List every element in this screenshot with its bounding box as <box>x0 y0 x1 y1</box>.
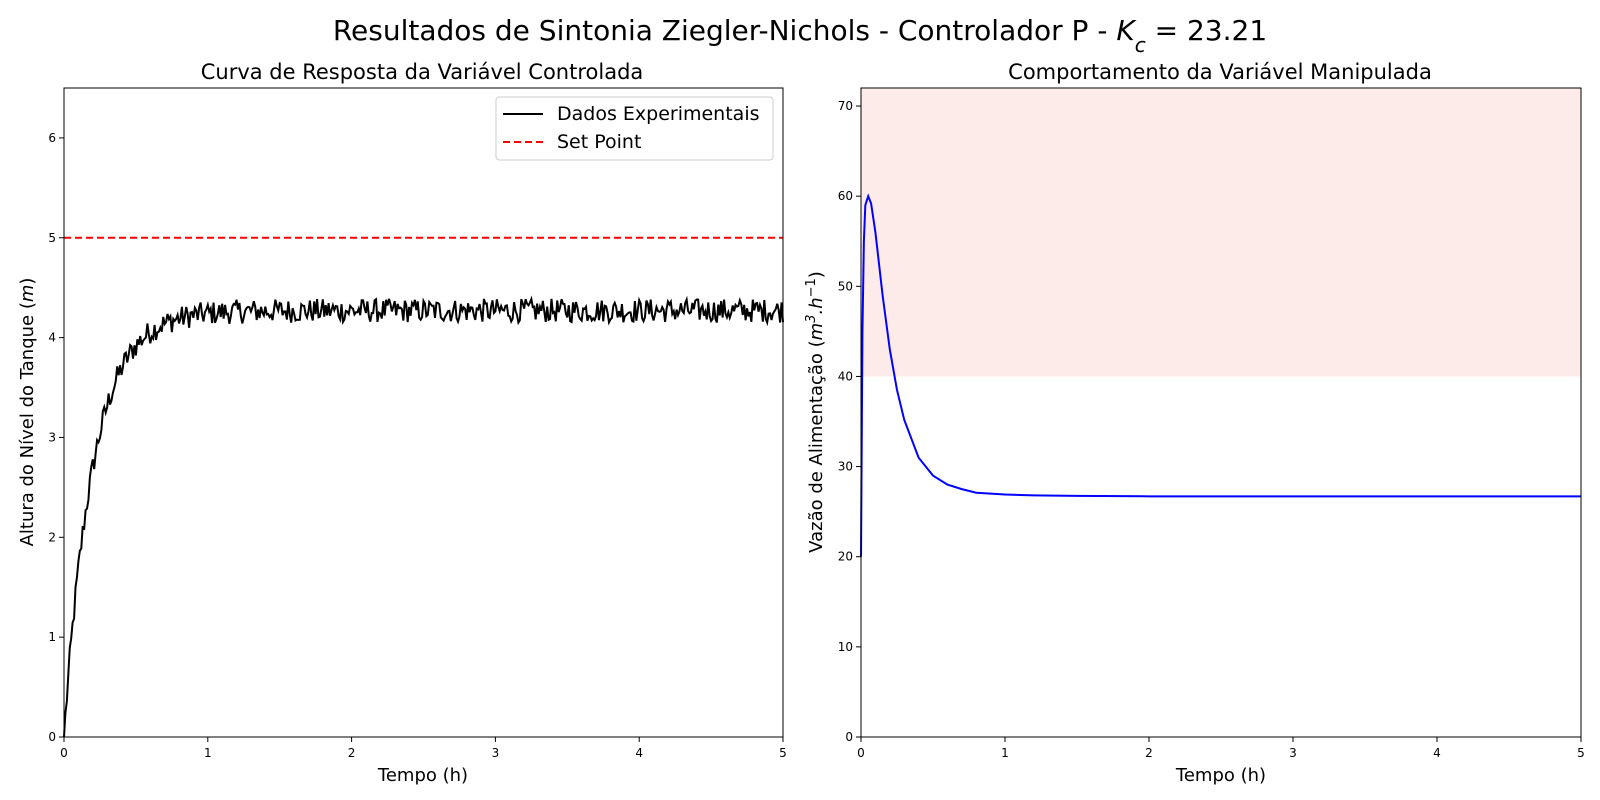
x-tick-label: 2 <box>1145 746 1153 760</box>
y-tick-label: 50 <box>838 279 853 293</box>
y-tick-label: 2 <box>48 530 56 544</box>
x-tick-label: 2 <box>348 746 356 760</box>
x-tick-label: 1 <box>204 746 212 760</box>
x-tick-label: 5 <box>779 746 787 760</box>
y-tick-label: 0 <box>48 730 56 744</box>
x-tick-label: 0 <box>857 746 865 760</box>
x-tick-label: 3 <box>492 746 500 760</box>
y-tick-label: 6 <box>48 131 56 145</box>
chart-title-right: Comportamento da Variável Manipulada <box>1008 60 1432 84</box>
y-tick-label: 70 <box>838 99 853 113</box>
y-tick-label: 5 <box>48 231 56 245</box>
legend-label-setpoint: Set Point <box>557 131 641 153</box>
x-tick-label: 3 <box>1289 746 1297 760</box>
y-tick-label: 10 <box>838 640 853 654</box>
legend-box <box>495 96 774 161</box>
y-tick-label: 0 <box>845 730 853 744</box>
x-tick-label: 4 <box>635 746 643 760</box>
x-tick-label: 4 <box>1433 746 1441 760</box>
x-tick-label: 0 <box>60 746 68 760</box>
y-tick-label: 20 <box>838 550 853 564</box>
x-tick-label: 1 <box>1001 746 1009 760</box>
legend: Dados Experimentais Set Point <box>495 96 774 161</box>
series-line-dados-experimentais <box>63 295 784 738</box>
y-tick-label: 40 <box>838 369 853 383</box>
plot-frame-right <box>860 87 1582 738</box>
figure-title: Resultados de Sintonia Ziegler-Nichols -… <box>333 14 1267 57</box>
x-axis-label-left: Tempo (h) <box>377 765 468 786</box>
shaded-region <box>861 88 1581 377</box>
y-tick-label: 3 <box>48 430 56 444</box>
y-tick-label: 4 <box>48 331 56 345</box>
chart-title-left: Curva de Resposta da Variável Controlada <box>201 60 644 84</box>
controlled-variable-chart: Curva de Resposta da Variável Controlada… <box>17 60 787 786</box>
y-tick-label: 30 <box>838 460 853 474</box>
manipulated-variable-chart: Comportamento da Variável Manipulada 0 1 2… <box>804 60 1585 786</box>
y-axis-label-right: Vazão de Alimentação (m3.h−1) <box>804 271 828 553</box>
plot-frame-left <box>63 87 784 738</box>
series-line-0 <box>860 193 1581 557</box>
y-tick-label: 1 <box>48 630 56 644</box>
y-tick-label: 60 <box>838 189 853 203</box>
x-axis-label-right: Tempo (h) <box>1175 765 1266 786</box>
y-axis-label-left: Altura do Nível do Tanque (m) <box>17 278 38 547</box>
legend-label-experimental: Dados Experimentais <box>557 103 760 125</box>
x-tick-label: 5 <box>1577 746 1585 760</box>
